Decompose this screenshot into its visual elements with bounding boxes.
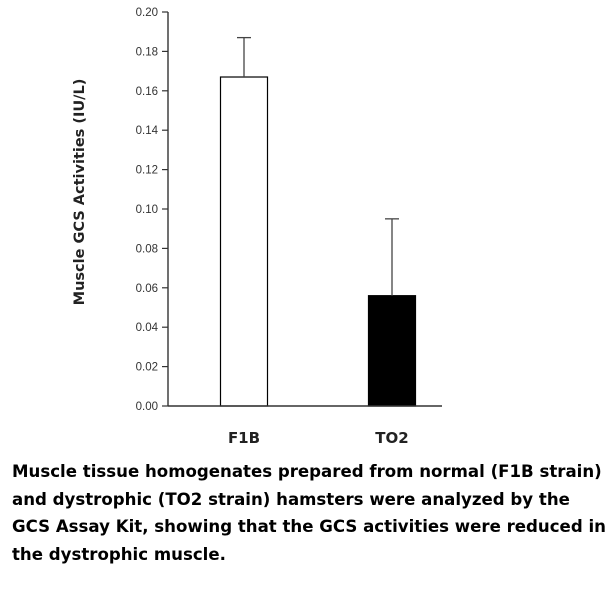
y-tick-label: 0.18: [136, 46, 158, 58]
figure-caption: Muscle tissue homogenates prepared from …: [12, 462, 606, 564]
y-tick-label: 0.16: [136, 86, 158, 98]
x-tick-label: TO2: [375, 429, 408, 447]
y-tick-label: 0.10: [136, 204, 158, 216]
error-bars: [237, 36, 399, 296]
y-axis-label: Muscle GCS Activities (IU/L): [72, 79, 88, 306]
y-tick-label: 0.00: [136, 401, 158, 413]
x-tick-label: F1B: [228, 429, 260, 447]
y-tick-label: 0.08: [136, 243, 158, 255]
y-axis: 0.00 0.02 0.04 0.06 0.08 0.10 0.12 0.14 0.16 0.18…: [136, 7, 169, 413]
bar-f1b: [219, 76, 269, 407]
y-tick-label: 0.04: [136, 322, 159, 334]
y-tick-label: 0.02: [136, 362, 158, 374]
y-tick-label: 0.06: [136, 283, 158, 295]
y-tick-label: 0.12: [136, 165, 158, 177]
y-tick-label: 0.14: [136, 125, 159, 137]
bar-to2: [367, 295, 417, 407]
bar-chart: 0.00 0.02 0.04 0.06 0.08 0.10 0.12 0.14 0.16 0.18…: [72, 7, 442, 447]
bars: [219, 76, 417, 407]
x-axis: F1B TO2: [168, 405, 442, 447]
y-tick-label: 0.20: [136, 7, 158, 19]
